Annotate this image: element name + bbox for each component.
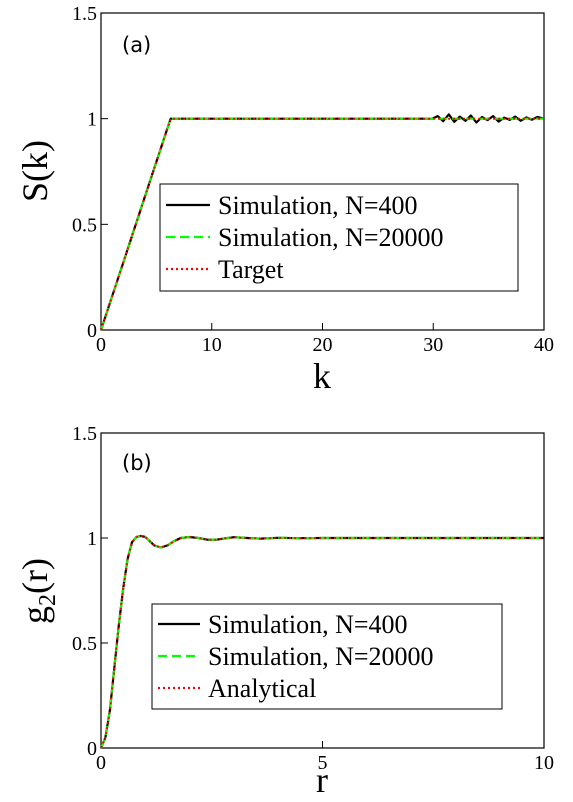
panel-a: 0 10 20 30 40 0 0.5 1 1.5 (a) k S(k) Simulation,… bbox=[15, 3, 554, 396]
y-axis-label-b: g2(r) bbox=[15, 558, 61, 624]
y-tick-label-b-2: 1 bbox=[87, 528, 97, 550]
legend-label-b-1: Simulation, N=20000 bbox=[208, 642, 434, 671]
y-tick-label-b-1: 0.5 bbox=[72, 633, 97, 655]
legend-b: Simulation, N=400 Simulation, N=20000 An… bbox=[151, 603, 503, 710]
y-tick-label-b-0: 0 bbox=[87, 738, 97, 760]
x-tick-label-b-2: 10 bbox=[534, 752, 554, 774]
series-line-a-2 bbox=[100, 117, 544, 331]
panel-label-b: (b) bbox=[122, 451, 152, 475]
ticks-a: 0 10 20 30 40 0 0.5 1 1.5 bbox=[72, 3, 554, 356]
y-axis-label-a: S(k) bbox=[15, 140, 55, 202]
ticks-b: 0 5 10 0 0.5 1 1.5 bbox=[72, 423, 554, 774]
x-axis-label-a: k bbox=[313, 356, 331, 396]
x-tick-label-a-1: 10 bbox=[202, 334, 222, 356]
y-tick-label-a-1: 0.5 bbox=[72, 214, 97, 236]
series-line-b-2 bbox=[100, 534, 544, 749]
legend-box-b bbox=[151, 603, 503, 710]
series-b bbox=[99, 534, 544, 749]
legend-a: Simulation, N=400 Simulation, N=20000 Ta… bbox=[159, 183, 519, 292]
x-tick-label-a-2: 20 bbox=[313, 334, 333, 356]
x-tick-label-a-0: 0 bbox=[96, 334, 106, 356]
panel-b: 0 5 10 0 0.5 1 1.5 (b) r g2(r) Simulation, N=4… bbox=[15, 423, 554, 800]
legend-box-a bbox=[159, 183, 519, 292]
x-axis-label-b: r bbox=[316, 760, 328, 800]
y-tick-label-a-2: 1 bbox=[87, 109, 97, 131]
x-tick-label-b-0: 0 bbox=[96, 752, 106, 774]
series-a bbox=[99, 113, 545, 331]
legend-label-b-0: Simulation, N=400 bbox=[208, 610, 408, 639]
x-tick-label-b-1: 5 bbox=[318, 752, 328, 774]
y-tick-label-a-0: 0 bbox=[87, 320, 97, 342]
x-tick-label-a-4: 40 bbox=[534, 334, 554, 356]
y-tick-label-b-3: 1.5 bbox=[72, 423, 97, 445]
legend-label-a-0: Simulation, N=400 bbox=[218, 191, 418, 220]
legend-label-a-2: Target bbox=[218, 255, 284, 284]
x-tick-label-a-3: 30 bbox=[423, 334, 443, 356]
legend-label-a-1: Simulation, N=20000 bbox=[218, 223, 444, 252]
legend-label-b-2: Analytical bbox=[208, 674, 316, 703]
y-tick-label-a-3: 1.5 bbox=[72, 3, 97, 25]
panel-label-a: (a) bbox=[122, 33, 151, 57]
